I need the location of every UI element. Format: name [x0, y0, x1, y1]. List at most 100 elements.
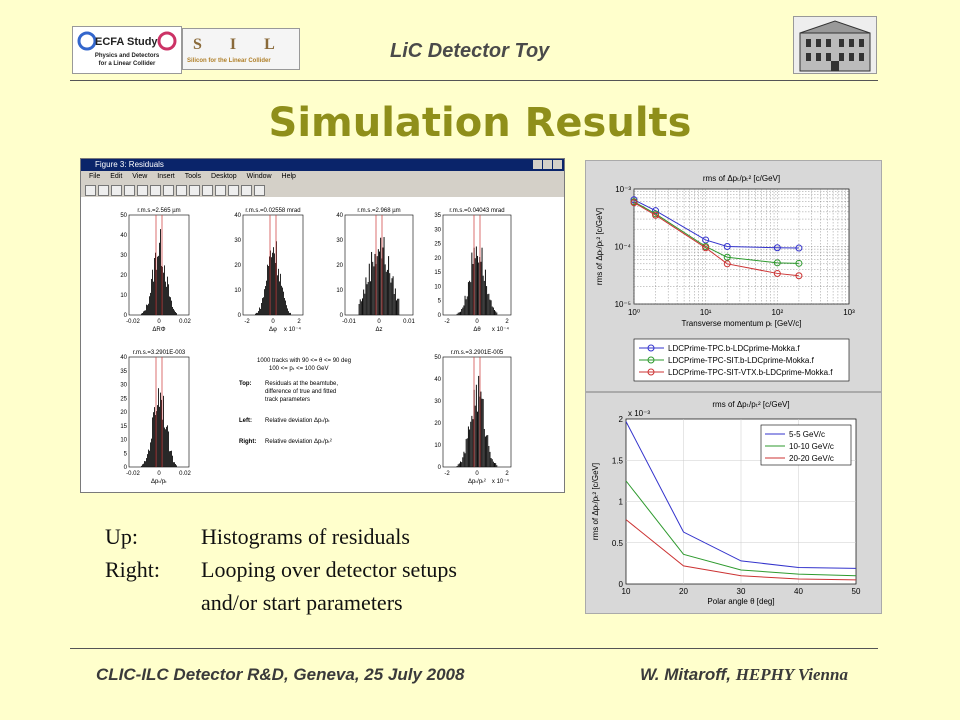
- pointer-icon[interactable]: [137, 185, 148, 196]
- print-icon[interactable]: [124, 185, 135, 196]
- histogram-bar: [151, 438, 152, 467]
- chart-title: rms of Δpₜ/pₜ² [c/GeV]: [712, 400, 789, 409]
- histogram-bar: [463, 451, 465, 467]
- zoom-in-icon[interactable]: [150, 185, 161, 196]
- y-tick-label: 10⁻⁵: [615, 300, 631, 309]
- show-tools-icon[interactable]: [254, 185, 265, 196]
- histogram-bar: [283, 291, 284, 315]
- menu-help[interactable]: Help: [281, 173, 296, 180]
- histogram-ytick: 10: [234, 288, 241, 294]
- histogram-bar: [469, 429, 471, 467]
- silc-logo-subtitle: Silicon for the Linear Collider: [187, 58, 271, 64]
- histogram-ytick: 10: [434, 284, 441, 290]
- save-icon[interactable]: [111, 185, 122, 196]
- histogram-bar: [264, 289, 265, 315]
- legend-icon[interactable]: [228, 185, 239, 196]
- histogram-bar: [369, 281, 371, 315]
- histogram-bar: [142, 464, 143, 467]
- minimize-icon[interactable]: [533, 160, 542, 169]
- histogram-bar: [463, 305, 465, 315]
- histogram-bar: [480, 261, 482, 315]
- histogram-bar: [275, 262, 276, 315]
- right-label: Right:: [105, 557, 161, 582]
- histogram-ytick: 50: [434, 355, 441, 361]
- legend-entry: LDCPrime-TPC-SIT.b-LDCprime-Mokka.f: [668, 356, 815, 365]
- histogram-bar: [494, 310, 496, 315]
- histogram-bar: [273, 247, 274, 315]
- close-icon[interactable]: [553, 160, 562, 169]
- right-label: Right:: [239, 439, 256, 445]
- y-tick-label: 2: [619, 415, 624, 424]
- histogram-ytick: 20: [434, 421, 441, 427]
- histogram-bar: [148, 303, 149, 315]
- menu-window[interactable]: Window: [246, 173, 272, 180]
- histogram-bar: [157, 405, 158, 467]
- histogram-bar: [168, 431, 169, 467]
- histogram-bar: [470, 421, 472, 467]
- pan-icon[interactable]: [176, 185, 187, 196]
- datacursor-icon[interactable]: [202, 185, 213, 196]
- ecfa-logo-graphic: ECFA Study Physics and Detectors for a L…: [77, 31, 177, 67]
- histogram-bar: [477, 255, 479, 315]
- histogram-bar: [371, 251, 373, 315]
- menu-file[interactable]: File: [89, 173, 101, 180]
- colorbar-icon[interactable]: [215, 185, 226, 196]
- histogram-xtick: 2: [505, 319, 509, 325]
- histogram-ytick: 30: [234, 238, 241, 244]
- histogram-bar: [374, 253, 376, 315]
- data-point: [702, 236, 710, 244]
- hide-tools-icon[interactable]: [241, 185, 252, 196]
- data-point: [795, 244, 803, 252]
- histogram-ytick: 20: [234, 263, 241, 269]
- histogram-xlabel: Δφ: [269, 327, 277, 333]
- open-icon[interactable]: [98, 185, 109, 196]
- histogram-xtick: 0: [271, 319, 275, 325]
- zoom-out-icon[interactable]: [163, 185, 174, 196]
- histogram-bar: [170, 451, 171, 467]
- menu-desktop[interactable]: Desktop: [211, 173, 237, 180]
- histogram-bar: [145, 461, 146, 467]
- histogram-xlabel: Δpₜ/pₜ²: [468, 479, 486, 485]
- histogram-bar: [458, 463, 460, 467]
- histogram-bar: [394, 288, 396, 315]
- rotate-icon[interactable]: [189, 185, 200, 196]
- histogram-bar: [377, 249, 379, 315]
- legend-entry: 20-20 GeV/c: [789, 454, 834, 463]
- histogram-bar: [494, 462, 496, 467]
- menu-edit[interactable]: Edit: [110, 173, 123, 180]
- histogram-bar: [487, 435, 489, 467]
- histogram-bar: [465, 299, 467, 315]
- menu-insert[interactable]: Insert: [157, 173, 175, 180]
- histogram-bar: [146, 458, 147, 467]
- histogram-ytick: 15: [434, 270, 441, 276]
- histogram-bar: [167, 425, 168, 467]
- histogram-ytick: 30: [434, 227, 441, 233]
- footer-event: CLIC-ILC Detector R&D, Geneva, 25 July 2…: [96, 665, 465, 684]
- histogram-bar: [496, 465, 498, 467]
- menu-view[interactable]: View: [132, 173, 148, 180]
- x-tick-label: 20: [679, 587, 688, 596]
- maximize-icon[interactable]: [543, 160, 552, 169]
- histogram-bar: [279, 281, 280, 315]
- histogram-bar: [462, 457, 464, 467]
- x-tick-label: 10: [622, 587, 631, 596]
- histogram-ytick: 40: [120, 233, 127, 239]
- matlab-plot-area: r.m.s.=2.565 µm ΔRΦ 50 40 30 20 10 0 -0.02 0 0.02 r…: [81, 197, 564, 492]
- histogram-bar: [258, 311, 259, 315]
- histogram-xtick: -0.02: [126, 471, 140, 477]
- histogram-bar: [153, 281, 154, 315]
- description-block: Up: Histograms of residuals Right: Looping…: [105, 520, 457, 619]
- right-text-1: Looping over detector setups: [201, 557, 457, 582]
- x-tick-label: 30: [737, 587, 746, 596]
- ecfa-logo: ECFA Study Physics and Detectors for a L…: [72, 26, 182, 74]
- histogram-ytick: 10: [120, 293, 127, 299]
- histogram-bar: [482, 399, 484, 467]
- histogram-bar: [287, 308, 288, 315]
- menu-tools[interactable]: Tools: [184, 173, 202, 180]
- legend-box: [633, 338, 850, 382]
- chart-rms-vs-pt: rms of Δpₜ/pₜ² [c/GeV] 10⁰ 10¹ 10² 10³ 10⁻³ 10…: [595, 174, 855, 382]
- histogram-ytick: 40: [434, 377, 441, 383]
- new-icon[interactable]: [85, 185, 96, 196]
- histogram-bar: [390, 282, 392, 315]
- series-line: [633, 199, 799, 249]
